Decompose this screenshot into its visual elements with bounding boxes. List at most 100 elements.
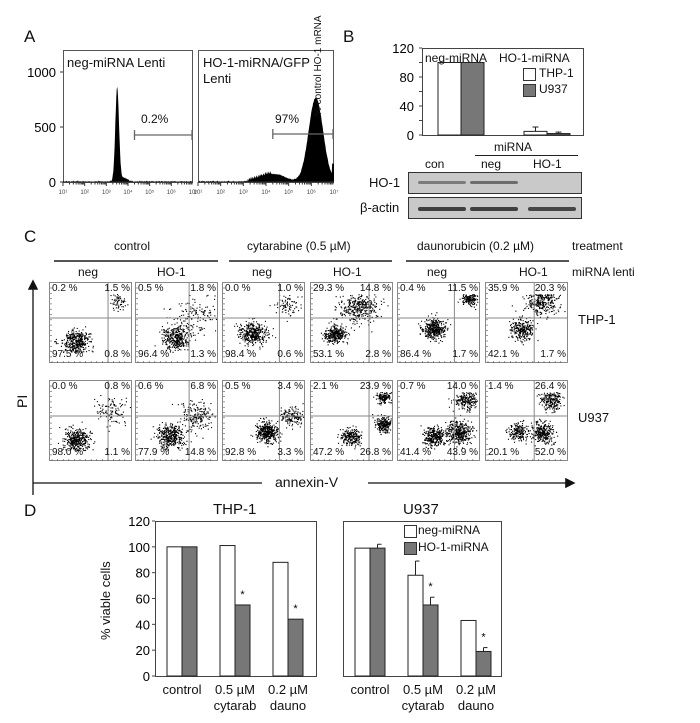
flow-event [253, 337, 255, 339]
flow-event [253, 331, 255, 333]
flow-event [75, 449, 77, 451]
flow-event [329, 340, 331, 342]
flow-event [170, 440, 172, 442]
flow-event [113, 420, 115, 422]
flow-event [473, 294, 475, 296]
flow-event [358, 326, 360, 328]
flow-event [193, 416, 195, 418]
flow-event [184, 320, 186, 322]
flow-event [72, 445, 74, 447]
flow-event [247, 333, 249, 335]
flow-event [525, 321, 527, 323]
flow-event [362, 301, 364, 303]
flow-event [75, 435, 77, 437]
flow-event [262, 337, 264, 339]
flow-event [248, 337, 250, 339]
flow-event [113, 303, 115, 305]
flow-event [173, 438, 175, 440]
flow-event [179, 345, 181, 347]
flow-event [270, 434, 272, 436]
flow-event [551, 300, 553, 302]
flow-event [246, 331, 248, 333]
flow-event [443, 327, 445, 329]
flow-event [425, 330, 427, 332]
flow-event [73, 435, 75, 437]
flow-event [244, 329, 246, 331]
flow-event [120, 301, 122, 303]
flow-event [70, 438, 72, 440]
flow-event [354, 308, 356, 310]
flow-event [112, 402, 114, 404]
flow-event [271, 425, 273, 427]
flow-event [78, 342, 80, 344]
flow-event [109, 418, 111, 420]
flow-event [157, 437, 159, 439]
flow-event [66, 346, 68, 348]
flow-event [522, 320, 524, 322]
flow-event [260, 330, 262, 332]
flow-event [74, 436, 76, 438]
flow-event [273, 433, 275, 435]
flow-event [168, 435, 170, 437]
flow-event [264, 428, 266, 430]
flow-event [348, 304, 350, 306]
flow-event [437, 332, 439, 334]
flow-event [258, 323, 260, 325]
flow-event [380, 300, 382, 302]
flow-event [528, 307, 530, 309]
flow-event [339, 304, 341, 306]
flow-event [436, 331, 438, 333]
flow-event [429, 329, 431, 331]
flow-event [346, 334, 348, 336]
flow-event [532, 304, 534, 306]
flow-event [346, 342, 348, 344]
flow-event [553, 313, 555, 315]
flow-event [162, 444, 164, 446]
flow-event [122, 416, 124, 418]
flow-event [182, 403, 184, 405]
flow-event [248, 324, 250, 326]
flow-event [253, 330, 255, 332]
flow-event [262, 328, 264, 330]
flow-event [264, 433, 266, 435]
flow-event [175, 328, 177, 330]
flow-event [438, 337, 440, 339]
flow-event [469, 297, 471, 299]
flow-event [429, 332, 431, 334]
flow-event [117, 299, 119, 301]
flow-event [169, 332, 171, 334]
flow-event [551, 299, 553, 301]
flow-event [192, 422, 194, 424]
flow-event [250, 329, 252, 331]
flow-event [330, 328, 332, 330]
flow-event [257, 327, 259, 329]
flow-event [258, 433, 260, 435]
flow-event [328, 337, 330, 339]
flow-event [435, 330, 437, 332]
flow-event [546, 307, 548, 309]
flow-event [171, 324, 173, 326]
flow-event [530, 302, 532, 304]
flow-event [524, 327, 526, 329]
flow-event [74, 351, 76, 353]
flow-event [167, 443, 169, 445]
flow-event [164, 426, 166, 428]
flow-event [181, 344, 183, 346]
flow-event [352, 318, 354, 320]
flow-event [164, 431, 166, 433]
flow-event [173, 427, 175, 429]
flow-event [82, 333, 84, 335]
flow-event [246, 343, 248, 345]
flow-event [469, 300, 471, 302]
flow-event [519, 329, 521, 331]
flow-event [259, 331, 261, 333]
flow-event [171, 427, 173, 429]
flow-event [244, 334, 246, 336]
flow-event [328, 339, 330, 341]
flow-event [360, 301, 362, 303]
flow-event [172, 328, 174, 330]
flow-event [326, 333, 328, 335]
flow-event [178, 433, 180, 435]
flow-event [75, 341, 77, 343]
flow-event [528, 328, 530, 330]
